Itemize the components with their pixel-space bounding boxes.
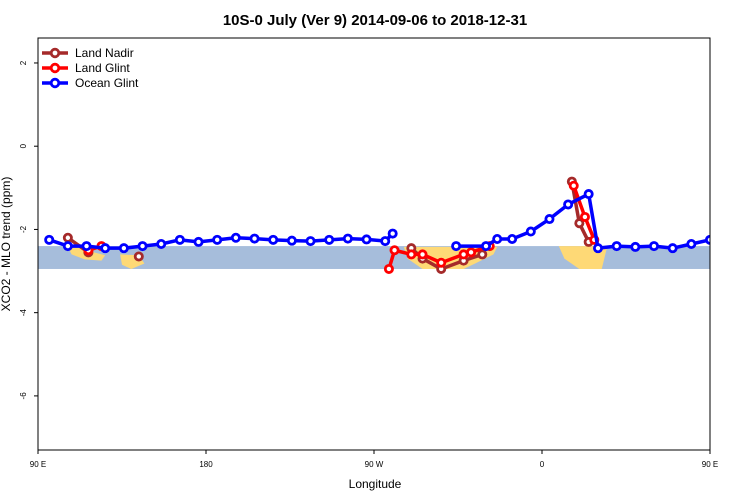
data-point-ocean-glint	[583, 189, 594, 200]
data-point-ocean-glint	[492, 234, 503, 245]
data-point-ocean-glint	[174, 234, 185, 245]
chart-title: 10S-0 July (Ver 9) 2014-09-06 to 2018-12…	[223, 12, 527, 29]
data-point-land-glint	[436, 257, 447, 268]
legend-label: Ocean Glint	[75, 76, 139, 90]
data-point-ocean-glint	[156, 238, 167, 249]
y-tick-label: -2	[19, 225, 28, 233]
x-tick-label: 90 E	[30, 460, 46, 469]
data-point-ocean-glint	[305, 236, 316, 247]
data-point-ocean-glint	[137, 241, 148, 252]
data-point-ocean-glint	[563, 199, 574, 210]
data-point-land-nadir	[133, 251, 144, 262]
data-point-ocean-glint	[62, 241, 73, 252]
data-point-land-glint	[406, 249, 417, 260]
data-point-ocean-glint	[593, 243, 604, 254]
data-point-ocean-glint	[649, 241, 660, 252]
legend-label: Land Glint	[75, 61, 130, 75]
data-point-land-nadir	[62, 232, 73, 243]
series-line-land-nadir-4	[740, 238, 750, 253]
data-point-ocean-glint	[686, 238, 697, 249]
data-point-ocean-glint	[81, 241, 92, 252]
data-point-ocean-glint	[667, 243, 678, 254]
data-point-ocean-glint	[611, 241, 622, 252]
data-point-land-glint	[579, 211, 590, 222]
data-point-ocean-glint	[725, 242, 732, 249]
data-point-ocean-glint	[451, 241, 462, 252]
data-point-ocean-glint	[324, 234, 335, 245]
data-point-ocean-glint	[480, 241, 491, 252]
legend-swatch-marker	[49, 62, 61, 74]
data-point-land-nadir	[477, 249, 488, 260]
data-point-ocean-glint	[525, 226, 536, 237]
data-point-land-glint	[417, 249, 428, 260]
series-layer	[44, 176, 750, 274]
x-axis-label: Longitude	[349, 477, 402, 491]
data-point-land-nadir	[574, 218, 585, 229]
legend-swatch-marker	[49, 77, 61, 89]
data-point-ocean-glint	[380, 236, 391, 247]
data-point-ocean-glint	[361, 234, 372, 245]
legend-item-land-nadir: Land Nadir	[42, 46, 134, 60]
data-point-ocean-glint	[193, 236, 204, 247]
y-tick-label: 0	[19, 143, 28, 148]
data-point-ocean-glint	[100, 243, 111, 254]
data-point-land-glint	[383, 263, 394, 274]
data-point-ocean-glint	[507, 234, 518, 245]
data-point-ocean-glint	[387, 228, 398, 239]
x-axis: 90 E 180 90 W 0 90 E	[30, 450, 718, 469]
data-point-land-nadir	[736, 234, 743, 241]
y-tick-label: -4	[19, 309, 28, 317]
y-axis: 2 0 -2 -4 -6	[19, 60, 38, 399]
data-point-land-glint	[568, 180, 579, 191]
x-tick-label: 180	[199, 460, 213, 469]
data-point-ocean-glint	[268, 234, 279, 245]
y-tick-label: -6	[19, 392, 28, 400]
legend-item-ocean-glint: Ocean Glint	[42, 76, 139, 90]
data-point-ocean-glint	[705, 234, 710, 245]
x-tick-label: 90 E	[702, 460, 718, 469]
legend-item-land-glint: Land Glint	[42, 61, 130, 75]
data-point-ocean-glint	[744, 242, 750, 249]
data-point-ocean-glint	[230, 232, 241, 243]
data-point-ocean-glint	[342, 233, 353, 244]
y-tick-label: 2	[19, 60, 28, 65]
data-point-ocean-glint	[249, 233, 260, 244]
data-point-ocean-glint	[118, 243, 129, 254]
legend-label: Land Nadir	[75, 46, 134, 60]
data-point-ocean-glint	[212, 234, 223, 245]
data-point-ocean-glint	[44, 234, 55, 245]
data-point-ocean-glint	[286, 235, 297, 246]
x-tick-label: 0	[540, 460, 545, 469]
data-point-land-glint	[389, 245, 400, 256]
data-point-ocean-glint	[630, 241, 641, 252]
data-point-ocean-glint	[544, 214, 555, 225]
series-ocean-glint	[44, 189, 750, 254]
y-axis-label: XCO2 - MLO trend (ppm)	[0, 177, 13, 312]
x-tick-label: 90 W	[365, 460, 384, 469]
legend-swatch-marker	[49, 47, 61, 59]
data-point-land-glint	[466, 247, 477, 258]
map-ocean	[38, 246, 710, 269]
